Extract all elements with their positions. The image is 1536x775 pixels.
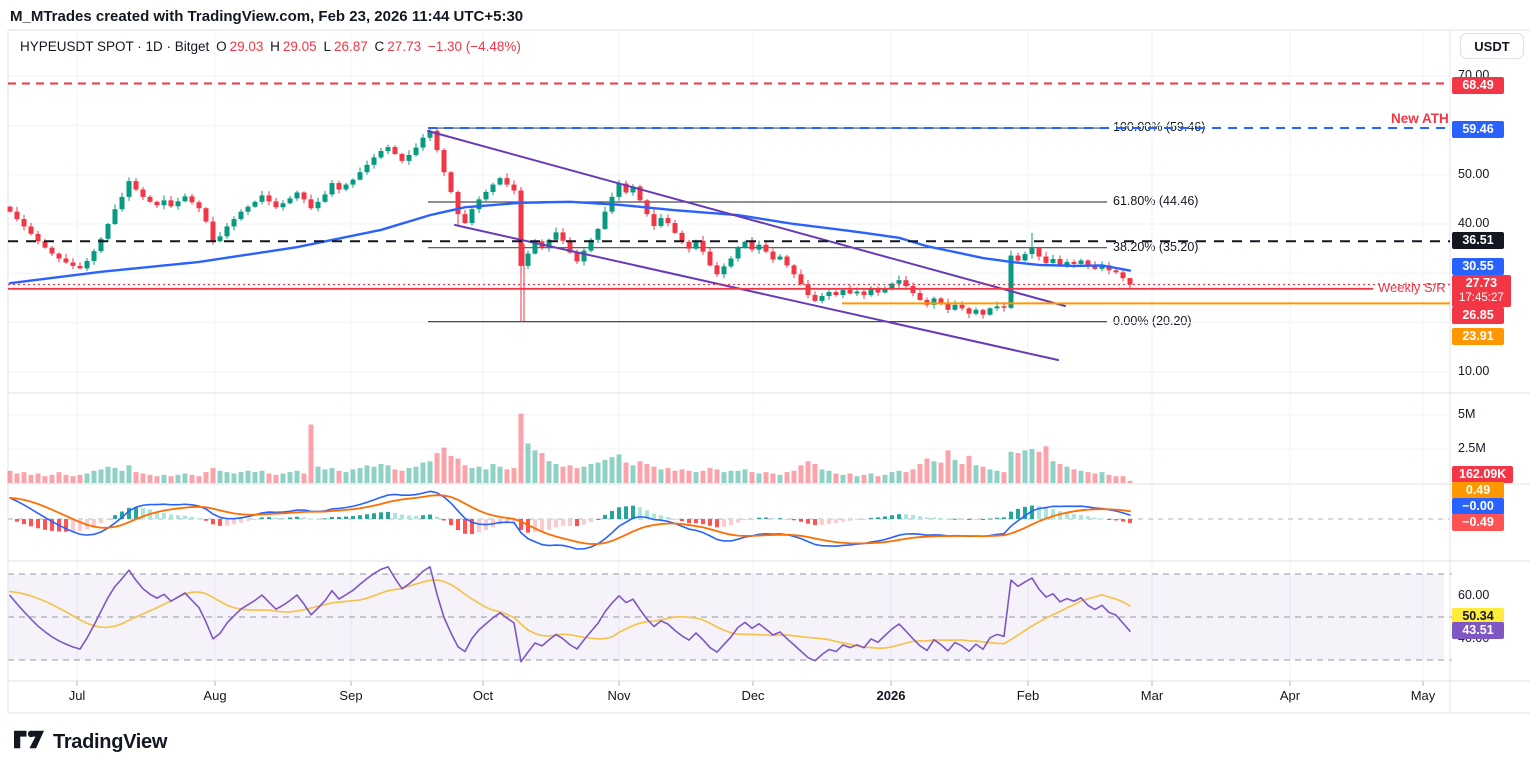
ohlc-low-label: L: [323, 39, 331, 54]
symbol-title[interactable]: HYPEUSDT SPOT · 1D · Bitget: [20, 39, 210, 54]
axis-badge-−0.49: −0.49: [1452, 513, 1504, 531]
new-ath-annotation: New ATH: [1391, 111, 1449, 126]
credit-text: M_MTrades created with TradingView.com, …: [10, 8, 524, 25]
fib-label-38-2[interactable]: 38.20% (35.20): [1113, 239, 1199, 254]
ohlc-change: −1.30 (−4.48%): [427, 39, 521, 54]
ohlc-open-label: O: [216, 39, 227, 54]
chart-canvas[interactable]: [0, 0, 1536, 720]
month-label-Jul[interactable]: Jul: [68, 688, 86, 703]
axis-badge-27.73: 27.73 17:45:27: [1452, 275, 1511, 307]
fib-label-100[interactable]: 100.00% (59.46): [1113, 120, 1206, 135]
ohlc-high-label: H: [270, 39, 280, 54]
month-label-Apr[interactable]: Apr: [1279, 688, 1301, 703]
tradingview-logo-text: TradingView: [53, 730, 168, 753]
axis-badge-68.49: 68.49: [1452, 76, 1504, 94]
axis-badge-23.91: 23.91: [1452, 327, 1504, 345]
ohlc-high-value: 29.05: [282, 39, 317, 54]
tradingview-logo-icon: [14, 729, 44, 755]
axis-badge-−0.00: −0.00: [1452, 497, 1504, 515]
ohlc-close-label: C: [374, 39, 385, 54]
month-label-Dec[interactable]: Dec: [741, 688, 765, 703]
chart-legend[interactable]: HYPEUSDT SPOT · 1D · Bitget O 29.03 H 29.0…: [20, 39, 524, 54]
weekly-sr-annotation: Weekly S/R: [1378, 280, 1446, 295]
axis-badge-59.46: 59.46: [1452, 120, 1504, 138]
ohlc-low-value: 26.87: [333, 39, 368, 54]
month-label-Nov[interactable]: Nov: [607, 688, 631, 703]
axis-badge-36.51: 36.51: [1452, 231, 1504, 249]
price-axis-label: 10.00: [1458, 364, 1490, 378]
volume-axis-label: 5M: [1458, 407, 1476, 421]
axis-badge-50.34: 50.34: [1452, 607, 1504, 625]
axis-badge-0.49: 0.49: [1452, 481, 1504, 499]
month-label-Aug[interactable]: Aug: [203, 688, 227, 703]
fib-label-61-8[interactable]: 61.80% (44.46): [1113, 194, 1199, 208]
month-label-Oct[interactable]: Oct: [472, 688, 494, 703]
axis-badge-30.55: 30.55: [1452, 257, 1504, 275]
rsi-axis-label: 60.00: [1458, 587, 1490, 602]
month-label-Mar[interactable]: Mar: [1140, 688, 1164, 703]
month-label-2026[interactable]: 2026: [876, 688, 906, 703]
price-axis-label: 40.00: [1458, 216, 1490, 230]
month-label-May[interactable]: May: [1410, 688, 1436, 703]
axis-badge-162.09K: 162.09K: [1452, 465, 1514, 483]
currency-toggle-button[interactable]: USDT: [1460, 33, 1524, 59]
axis-badge-43.51: 43.51: [1452, 622, 1504, 640]
volume-axis-label: 2.5M: [1458, 441, 1486, 455]
price-axis-label: 50.00: [1458, 167, 1490, 181]
fib-label-0[interactable]: 0.00% (20.20): [1113, 313, 1192, 328]
ohlc-close-value: 27.73: [387, 39, 422, 54]
axis-badge-26.85: 26.85: [1452, 306, 1504, 324]
ohlc-open-value: 29.03: [229, 39, 264, 54]
month-label-Feb[interactable]: Feb: [1016, 688, 1040, 703]
month-label-Sep[interactable]: Sep: [339, 688, 363, 703]
tradingview-footer[interactable]: TradingView: [14, 729, 167, 755]
